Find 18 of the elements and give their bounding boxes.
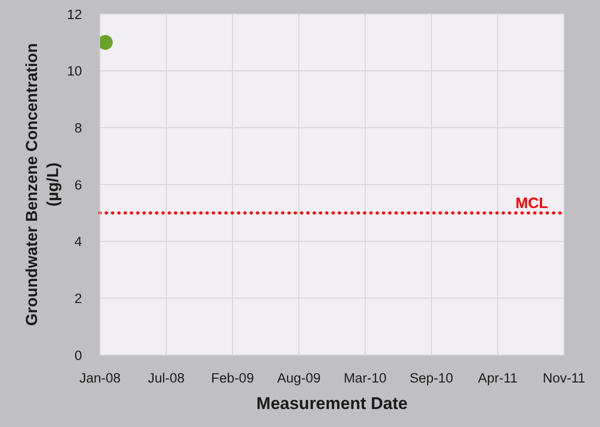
y-tick-label: 12 xyxy=(66,6,82,22)
x-tick-label: Apr-11 xyxy=(478,370,518,386)
x-tick-label: Jan-08 xyxy=(79,370,121,386)
x-axis-title: Measurement Date xyxy=(256,394,408,412)
y-axis-title: Groundwater Benzene Concentration (µg/L) xyxy=(24,43,62,326)
x-tick-label: Jul-08 xyxy=(148,370,185,386)
y-tick-label: 2 xyxy=(74,290,82,306)
y-tick-label: 0 xyxy=(74,348,82,363)
x-tick-label: Aug-09 xyxy=(277,370,321,386)
ref-line-label: MCL xyxy=(516,194,548,212)
x-tick-label: Feb-09 xyxy=(211,370,254,386)
y-tick-label: 10 xyxy=(66,64,82,79)
x-tick-label: Mar-10 xyxy=(344,370,387,386)
y-tick-label: 4 xyxy=(74,234,82,250)
y-tick-label: 6 xyxy=(74,177,82,192)
y-tick-label: 8 xyxy=(74,120,82,136)
x-tick-label: Sep-10 xyxy=(410,370,454,386)
x-tick-label: Nov-11 xyxy=(542,370,586,386)
